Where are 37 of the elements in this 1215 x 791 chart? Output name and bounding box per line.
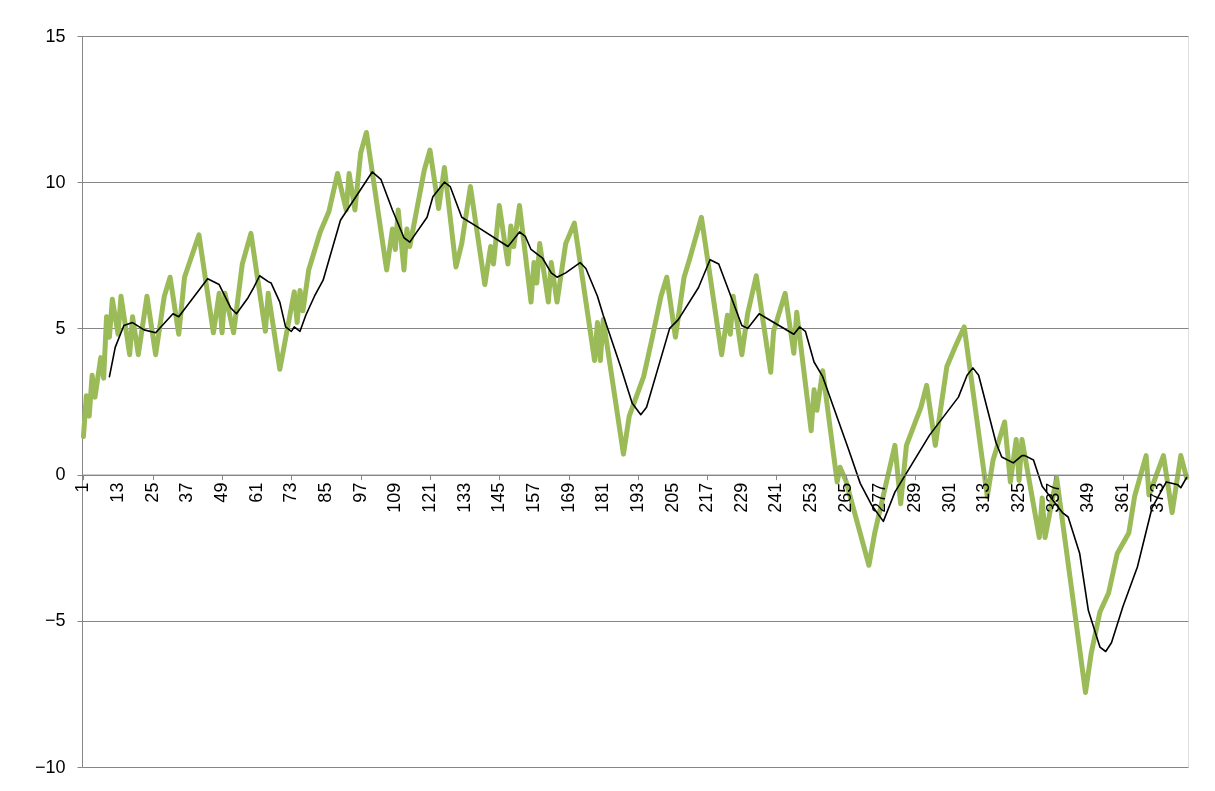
x-tick-label: 85: [315, 482, 336, 503]
x-tick-label: 49: [211, 482, 232, 503]
x-tick-label: 289: [904, 482, 925, 513]
x-tick-label: 13: [107, 482, 128, 503]
x-tick-label: 265: [834, 482, 855, 513]
x-tick-label: 277: [869, 482, 890, 513]
x-tick-label: 133: [453, 482, 474, 513]
x-tick-label: 145: [488, 482, 509, 513]
x-tick-label: 97: [349, 482, 370, 503]
line-series: [108, 171, 1188, 653]
x-tick-label: 61: [245, 482, 266, 503]
x-tick-label: 229: [730, 482, 751, 513]
x-tick-label: 73: [280, 482, 301, 503]
x-tick-label: 37: [176, 482, 197, 503]
x-tick-label: 349: [1077, 482, 1098, 513]
x-tick-label: 301: [938, 482, 959, 513]
y-tick-label: −10: [34, 756, 66, 777]
x-tick-label: 313: [973, 482, 994, 513]
x-tick-label: 169: [557, 482, 578, 513]
x-tick-label: 253: [800, 482, 821, 513]
x-tick-label: 193: [626, 482, 647, 513]
x-tick-label: 217: [696, 482, 717, 513]
x-tick-label: 109: [384, 482, 405, 513]
x-tick-label: 25: [141, 482, 162, 503]
x-tick-label: 241: [765, 482, 786, 513]
y-tick-label: −5: [44, 610, 66, 631]
y-tick-label: 10: [45, 171, 66, 192]
x-tick-label: 1: [72, 482, 93, 493]
y-tick-label: 15: [45, 25, 66, 46]
y-tick-label: 0: [55, 464, 66, 485]
x-tick-label: 121: [418, 482, 439, 513]
x-tick-label: 181: [592, 482, 613, 513]
x-tick-label: 157: [522, 482, 543, 513]
y-tick-label: 5: [55, 317, 66, 338]
x-tick-label: 205: [661, 482, 682, 513]
x-tick-label: 361: [1112, 482, 1133, 513]
x-tick-label: 325: [1008, 482, 1029, 513]
